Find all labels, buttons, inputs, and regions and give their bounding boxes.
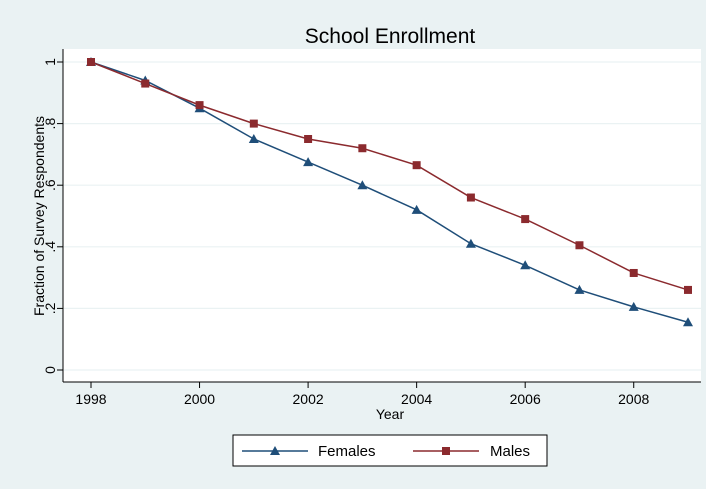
data-point-females: [465, 238, 476, 248]
data-point-males: [141, 79, 150, 88]
data-point-males: [358, 144, 367, 153]
data-point-males: [87, 58, 95, 66]
data-point-males: [629, 268, 638, 277]
y-tick-label: .2: [42, 302, 58, 314]
series-line-females: [90, 61, 689, 323]
y-tick-label: 0: [42, 366, 58, 374]
series-layer: [86, 57, 693, 327]
data-point-males: [575, 241, 584, 250]
y-tick-label: .6: [42, 179, 58, 191]
x-tick-label: 2006: [510, 391, 541, 407]
y-axis-label: Fraction of Survey Respondents: [31, 116, 47, 316]
x-tick-label: 2004: [401, 391, 432, 407]
data-point-females: [520, 260, 531, 270]
data-point-males: [195, 101, 204, 110]
legend: Females Males: [232, 434, 548, 467]
y-axis: 0 .2 .4 .6 .8 1: [42, 49, 64, 382]
y-tick-label: 1: [42, 58, 58, 66]
data-point-females: [574, 284, 585, 294]
data-point-females: [357, 180, 368, 190]
x-axis-label: Year: [376, 406, 405, 422]
x-tick-label: 1998: [75, 391, 106, 407]
legend-label-females: Females: [318, 443, 376, 460]
data-point-females: [248, 134, 259, 143]
x-axis: 1998 2000 2002 2004 2006 2008: [63, 381, 701, 407]
series-line-males: [90, 61, 689, 291]
legend-marker-males: [442, 447, 450, 455]
legend-item-females: Females: [242, 443, 376, 460]
data-point-males: [304, 135, 313, 143]
x-tick-label: 2000: [184, 391, 215, 407]
y-tick-label: .4: [42, 241, 58, 253]
data-point-females: [303, 157, 314, 167]
chart-title: School Enrollment: [305, 25, 476, 48]
x-tick-label: 2008: [618, 391, 649, 407]
legend-item-males: Males: [413, 443, 530, 460]
legend-marker-females: [270, 446, 280, 455]
data-point-males: [466, 193, 475, 202]
y-tick-label: .8: [42, 118, 58, 130]
data-point-males: [684, 285, 692, 294]
data-point-females: [683, 317, 693, 327]
data-point-males: [412, 161, 421, 170]
data-point-females: [628, 301, 639, 311]
data-point-males: [249, 119, 258, 128]
x-tick-label: 2002: [293, 391, 324, 407]
gridlines: [63, 61, 701, 371]
data-point-females: [411, 204, 422, 214]
data-point-males: [521, 215, 530, 224]
plot-background: [63, 49, 701, 382]
legend-label-males: Males: [490, 443, 530, 460]
